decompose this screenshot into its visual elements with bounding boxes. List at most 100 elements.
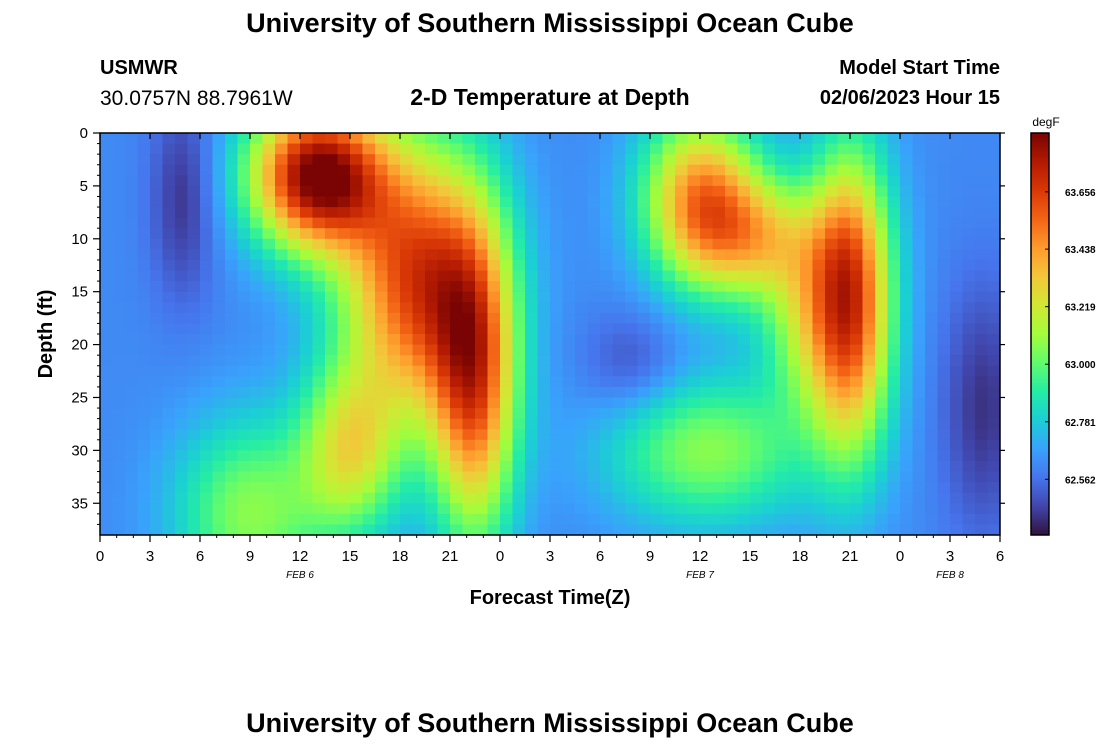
heatmap-cell [112,281,126,293]
heatmap-cell [712,365,726,377]
heatmap-cell [275,471,289,483]
heatmap-cell [237,175,251,187]
heatmap-cell [400,365,414,377]
heatmap-cell [575,302,589,314]
heatmap-cell [612,133,626,145]
heatmap-cell [987,185,1000,198]
heatmap-cell [487,143,501,155]
heatmap-cell [925,270,939,282]
heatmap-cell [787,270,801,282]
heatmap-cell [250,185,264,198]
heatmap-cell [175,249,189,261]
heatmap-cell [775,503,789,515]
heatmap-cell [912,439,926,451]
heatmap-cell [137,503,151,515]
heatmap-cell [975,492,989,504]
heatmap-cell [812,238,826,250]
heatmap-cell [562,217,576,229]
heatmap-cell [862,249,876,261]
heatmap-cell [337,386,351,399]
heatmap-cell [550,408,564,420]
heatmap-cell [612,376,626,388]
heatmap-cell [787,397,801,409]
heatmap-cell [200,175,214,187]
heatmap-cell [787,344,801,356]
heatmap-cell [762,259,776,272]
heatmap-cell [975,408,989,420]
heatmap-cell [537,228,551,240]
heatmap-cell [300,175,314,187]
heatmap-cell [462,439,476,451]
heatmap-cell [675,238,689,250]
heatmap-cell [637,217,651,229]
heatmap-cell [350,503,364,515]
heatmap-cell [887,365,901,377]
heatmap-cell [300,524,314,535]
heatmap-cell [237,418,251,430]
heatmap-cell [412,196,426,208]
heatmap-cell [550,312,564,325]
heatmap-cell [325,439,339,451]
heatmap-cell [150,228,164,240]
heatmap-cell [650,450,664,462]
heatmap-cell [425,439,439,451]
heatmap-cell [637,482,651,494]
heatmap-cell [862,270,876,282]
heatmap-cell [700,143,714,155]
heatmap-cell [425,238,439,250]
heatmap-cell [225,471,239,483]
x-tick-label: 21 [842,548,859,565]
heatmap-cell [950,376,964,388]
heatmap-cell [525,376,539,388]
heatmap-cell [575,524,589,535]
heatmap-cell [537,196,551,208]
heatmap-cell [900,492,914,504]
heatmap-cell [187,439,201,451]
heatmap-cell [275,503,289,515]
heatmap-cell [600,164,614,176]
heatmap-cell [462,397,476,409]
heatmap-cell [650,365,664,377]
heatmap-cell [850,291,864,303]
heatmap-cell [987,355,1000,367]
heatmap-cell [287,259,301,272]
heatmap-cell [937,185,951,198]
heatmap-cell [837,482,851,494]
heatmap-cell [275,323,289,335]
heatmap-cell [687,143,701,155]
model-start-label: Model Start Time [839,57,1000,79]
heatmap-cell [900,164,914,176]
heatmap-cell [212,524,226,535]
heatmap-cell [337,408,351,420]
heatmap-cell [550,291,564,303]
heatmap-cell [650,164,664,176]
x-tick-label: 6 [596,548,604,565]
heatmap-cell [400,355,414,367]
heatmap-cell [587,334,601,346]
heatmap-cell [437,302,451,314]
heatmap-cell [225,238,239,250]
heatmap-cell [275,154,289,166]
heatmap-cell [462,376,476,388]
heatmap-cell [462,365,476,377]
heatmap-cell [812,418,826,430]
heatmap-cell [650,471,664,483]
heatmap-cell [812,450,826,462]
heatmap-cell [162,175,176,187]
heatmap-cell [587,217,601,229]
heatmap-cell [400,376,414,388]
heatmap-cell [475,164,489,176]
heatmap-cell [187,302,201,314]
heatmap-cell [450,302,464,314]
heatmap-cell [250,365,264,377]
heatmap-cell [500,323,514,335]
heatmap-cell [187,397,201,409]
heatmap-cell [225,503,239,515]
heatmap-cell [512,154,526,166]
heatmap-cell [925,429,939,441]
heatmap-cell [350,217,364,229]
heatmap-cell [900,376,914,388]
heatmap-cell [712,323,726,335]
heatmap-cell [737,196,751,208]
heatmap-cell [200,386,214,399]
